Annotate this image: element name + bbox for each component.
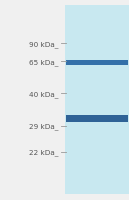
Text: 29 kDa_: 29 kDa_ xyxy=(29,123,58,129)
Bar xyxy=(66,116,128,122)
Text: 22 kDa_: 22 kDa_ xyxy=(29,149,58,155)
Bar xyxy=(64,6,129,194)
Text: 40 kDa_: 40 kDa_ xyxy=(29,91,58,97)
Bar xyxy=(66,60,128,65)
Text: 90 kDa_: 90 kDa_ xyxy=(29,41,58,47)
Text: 65 kDa_: 65 kDa_ xyxy=(29,59,58,65)
